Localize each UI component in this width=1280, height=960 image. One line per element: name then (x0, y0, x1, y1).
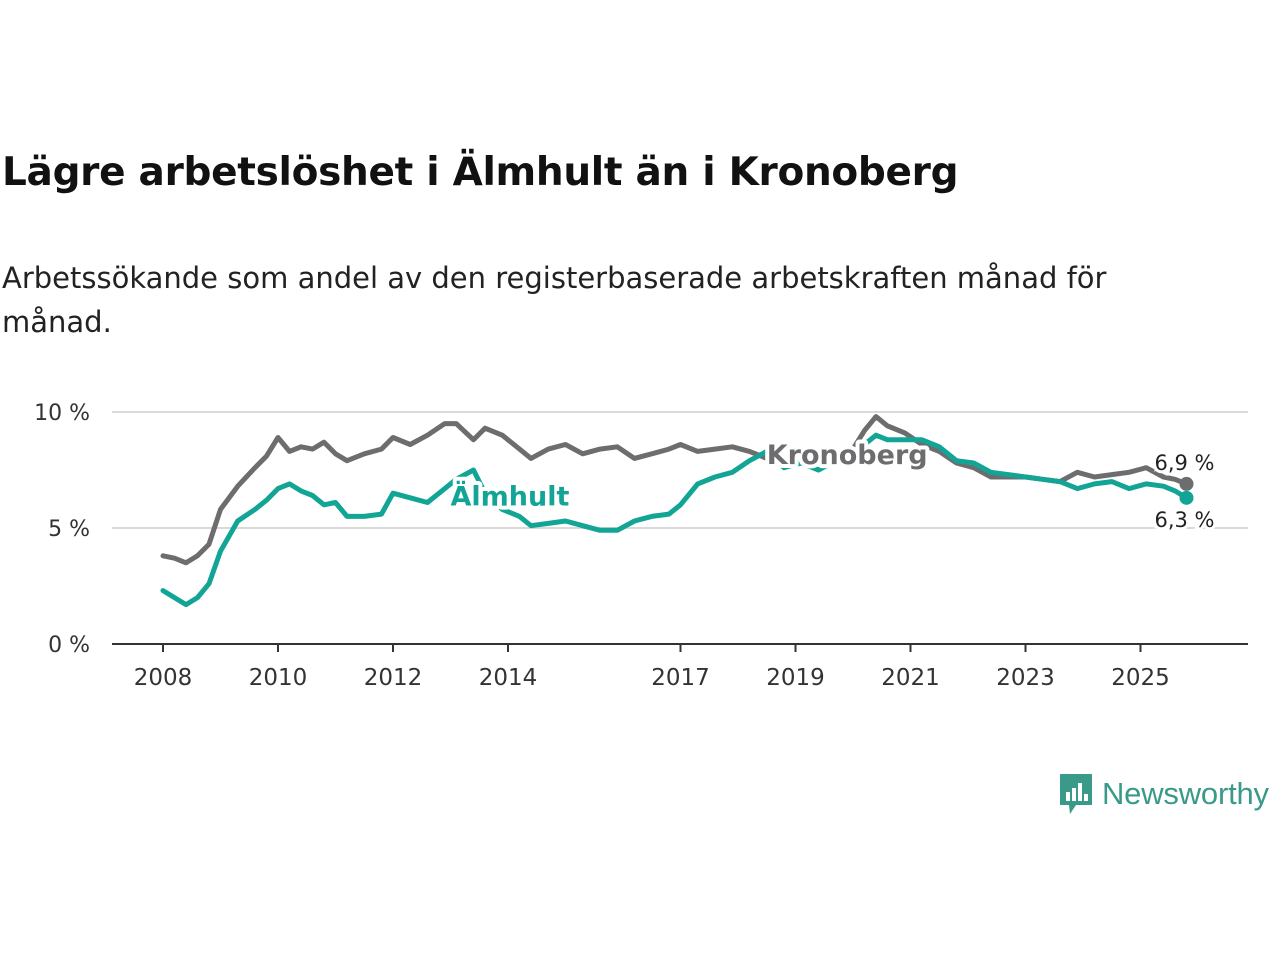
series-layer (160, 414, 1194, 608)
end-value-label: 6,3 % (1154, 508, 1214, 532)
series-label: Kronoberg (767, 440, 928, 471)
label-layer: Kronoberg Älmhult 6,9 % 6,3 % (447, 436, 1218, 535)
series-line-kronoberg (160, 414, 1189, 566)
end-value-label: 6,9 % (1154, 451, 1214, 475)
line-chart: 0 % 5 % 10 % 2008 2010 2012 2014 2017 2019 2021 20… (34, 401, 1248, 691)
brand-name: Newsworthy (1102, 776, 1269, 811)
chart-subtitle: Arbetssökande som andel av den registerb… (2, 261, 1107, 339)
end-marker (1179, 490, 1194, 505)
x-tick-label: 2012 (364, 665, 423, 691)
x-tick-label: 2010 (249, 665, 308, 691)
x-tick-label: 2023 (996, 665, 1055, 691)
x-tick-label: 2017 (651, 665, 710, 691)
axis-layer: 0 % 5 % 10 % 2008 2010 2012 2014 2017 2019 2021 20… (34, 401, 1248, 691)
series-line-lmhult (160, 432, 1189, 608)
newsworthy-logo[interactable]: Newsworthy (1058, 772, 1269, 816)
grid-layer (112, 411, 1248, 529)
y-tick-label: 0 % (48, 633, 90, 658)
x-tick-label: 2014 (479, 665, 538, 691)
x-tick-label: 2008 (134, 665, 193, 691)
series-label: Älmhult (451, 481, 570, 513)
newsworthy-logo-icon (1060, 774, 1092, 814)
end-marker (1179, 476, 1194, 491)
x-tick-label: 2021 (881, 665, 940, 691)
y-tick-label: 10 % (34, 401, 90, 426)
y-tick-label: 5 % (48, 517, 90, 542)
x-tick-label: 2025 (1111, 665, 1170, 691)
x-tick-label: 2019 (766, 665, 825, 691)
chart-title: Lägre arbetslöshet i Älmhult än i Kronob… (2, 150, 959, 195)
